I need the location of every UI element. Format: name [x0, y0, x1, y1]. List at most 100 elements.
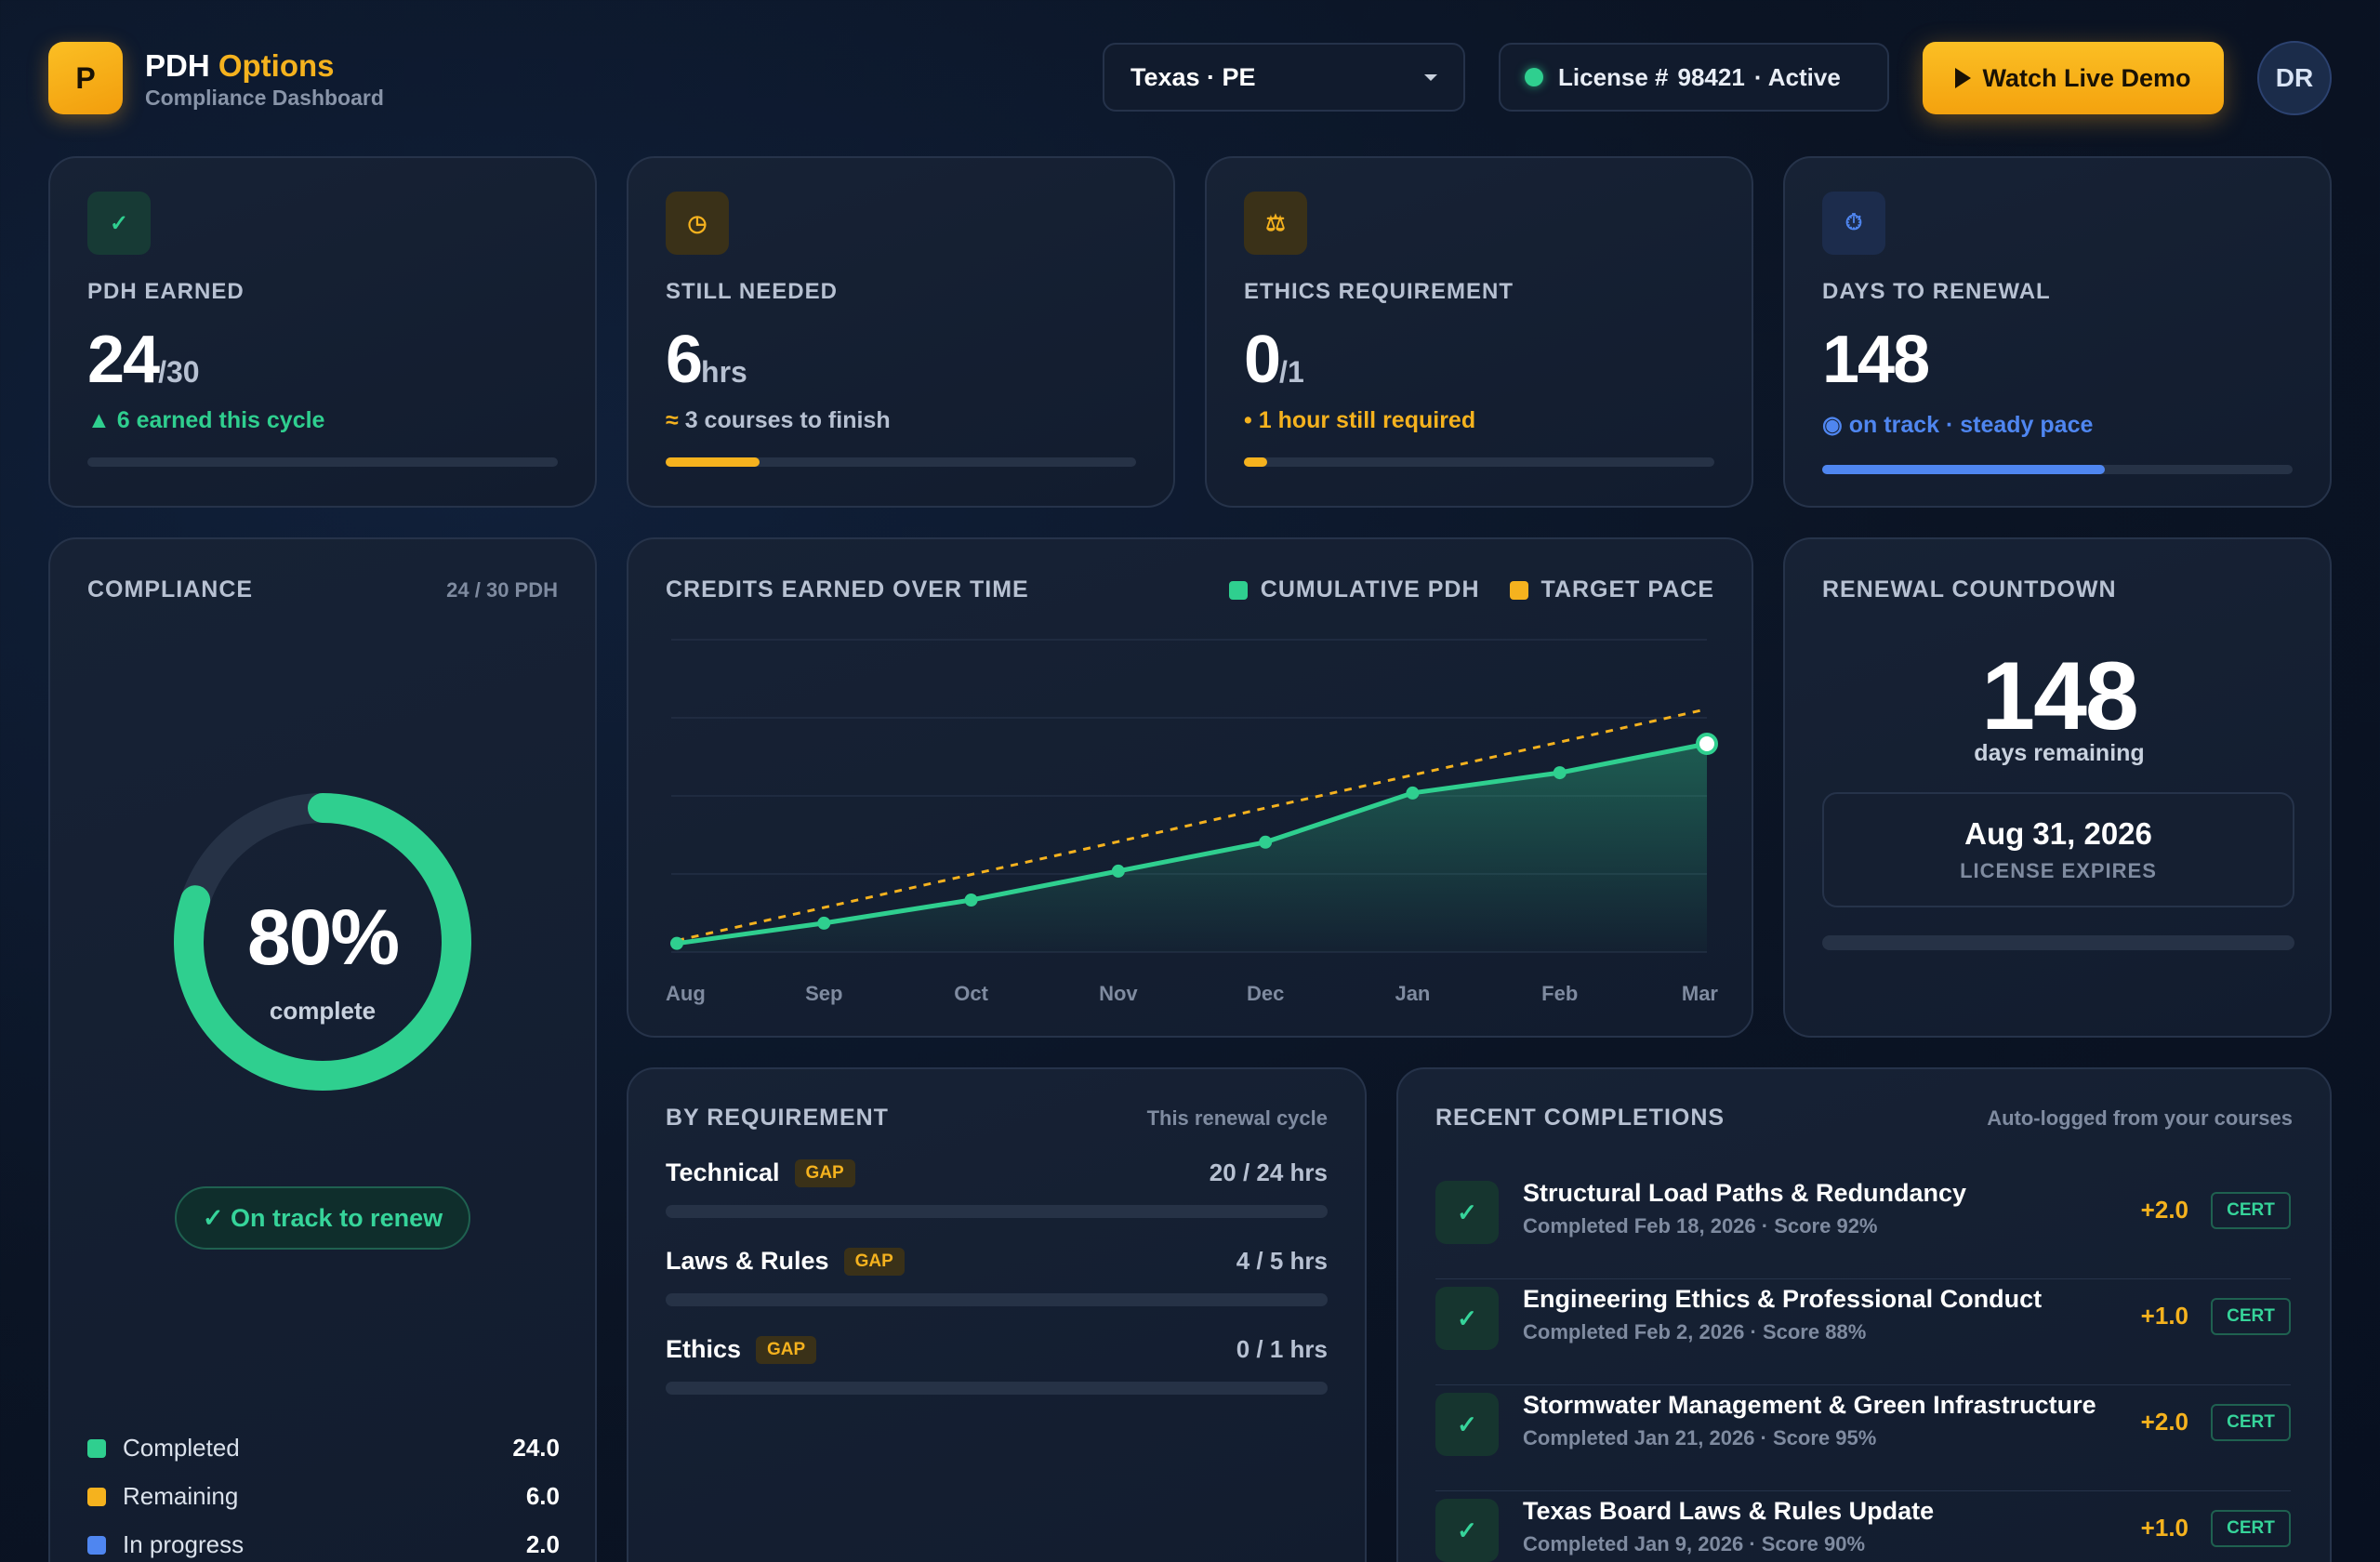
stat-unit: /30 [158, 355, 200, 389]
cumulative-point[interactable] [1553, 766, 1567, 780]
renewal-card: RENEWAL COUNTDOWN 148 days remaining Aug… [1783, 537, 2332, 1038]
stat-note-text: courses to finish [704, 407, 891, 433]
stat-number: 0 [1244, 323, 1281, 397]
renewal-progress-track [1822, 935, 2294, 950]
completions-subtitle: Auto-logged from your courses [1987, 1106, 2293, 1130]
brand-title: PDH Options [145, 48, 335, 84]
cert-button[interactable]: CERT [2211, 1404, 2291, 1441]
completion-title: Texas Board Laws & Rules Update [1523, 1497, 1935, 1525]
legend-label: Completed [123, 1434, 240, 1462]
stat-progress-fill [666, 457, 760, 467]
requirement-row[interactable]: Ethics GAP 0 / 1 hrs [666, 1335, 1328, 1395]
row-divider [1435, 1278, 2291, 1279]
chevron-down-icon [1424, 73, 1437, 81]
on-track-badge: ✓ On track to renew [175, 1186, 470, 1250]
stat-progress-fill [1244, 457, 1268, 467]
cumulative-point[interactable] [1259, 835, 1273, 849]
cert-button[interactable]: CERT [2211, 1510, 2291, 1547]
stat-label: PDH EARNED [87, 279, 245, 304]
stat-card: ⚖ ETHICS REQUIREMENT 0/1 • 1 hour still … [1205, 156, 1753, 508]
watch-demo-button[interactable]: Watch Live Demo [1923, 42, 2224, 114]
completion-meta: Completed Jan 21, 2026 · Score 95% [1523, 1426, 1877, 1449]
renewal-title: RENEWAL COUNTDOWN [1822, 576, 2117, 602]
stat-card: ✓ PDH EARNED 24/30 ▲ 6 earned this cycle [48, 156, 597, 508]
brand-accent: Options [218, 48, 335, 83]
legend-swatch [87, 1535, 106, 1555]
stat-label: STILL NEEDED [666, 279, 838, 304]
stat-label: DAYS TO RENEWAL [1822, 279, 2051, 304]
completion-row[interactable]: ✓ Texas Board Laws & Rules Update Comple… [1435, 1491, 2291, 1562]
completion-points: +2.0 [2140, 1408, 2188, 1436]
completion-meta: Completed Feb 2, 2026 · Score 88% [1523, 1320, 1867, 1344]
avatar[interactable]: DR [2257, 41, 2332, 115]
cert-button[interactable]: CERT [2211, 1192, 2291, 1229]
completion-title: Engineering Ethics & Professional Conduc… [1523, 1285, 2043, 1313]
compliance-summary: 24 / 30 PDH [446, 578, 558, 602]
requirement-label: Laws & Rules [666, 1247, 829, 1275]
stat-progress-track [666, 457, 1136, 467]
legend-swatch-green [1228, 580, 1248, 600]
credits-line-chart: Aug Sep Oct Nov Dec Jan Feb Mar [666, 639, 1718, 1005]
cumulative-point[interactable] [1111, 864, 1125, 878]
requirement-row[interactable]: Laws & Rules GAP 4 / 5 hrs [666, 1247, 1328, 1306]
stat-note: ≈ 3 courses to finish [666, 407, 891, 434]
state-select[interactable]: Texas · PE [1103, 43, 1465, 112]
license-status: License # 98421 · Active [1499, 43, 1889, 112]
requirement-progress-track [666, 1382, 1328, 1395]
completion-row[interactable]: ✓ Engineering Ethics & Professional Cond… [1435, 1279, 2291, 1385]
stat-note-marker: ◉ [1822, 412, 1843, 438]
requirements-title: BY REQUIREMENT [666, 1105, 889, 1131]
legend-swatch-amber [1509, 580, 1528, 600]
stat-progress-track [87, 457, 558, 467]
cumulative-point[interactable] [964, 894, 978, 907]
cumulative-area [677, 744, 1707, 952]
requirement-hours: 20 / 24 hrs [1209, 1158, 1328, 1186]
chart-title: CREDITS EARNED OVER TIME [666, 576, 1029, 602]
stat-note: ◉ on track · steady pace [1822, 411, 2093, 439]
completion-row[interactable]: ✓ Stormwater Management & Green Infrastr… [1435, 1385, 2291, 1491]
check-icon: ✓ [1435, 1181, 1499, 1244]
cert-button[interactable]: CERT [2211, 1298, 2291, 1335]
legend-item-cumulative: CUMULATIVE PDH [1228, 576, 1480, 603]
completion-points: +2.0 [2140, 1196, 2188, 1224]
x-tick-label: Feb [1541, 982, 1578, 1005]
cumulative-point[interactable] [817, 916, 831, 930]
play-icon [1955, 68, 1972, 88]
requirement-progress-track [666, 1293, 1328, 1306]
stat-note-text: 1 hour still required [1258, 407, 1476, 433]
x-tick-label: Sep [805, 982, 842, 1005]
stat-value: 148 [1822, 322, 1930, 398]
expiry-box: Aug 31, 2026 LICENSE EXPIRES [1822, 792, 2294, 907]
license-number: 98421 [1677, 62, 1745, 91]
stat-progress-track [1244, 457, 1714, 467]
legend-swatch [87, 1438, 106, 1458]
legend-label-target: TARGET PACE [1540, 576, 1714, 602]
requirement-hours: 0 / 1 hrs [1236, 1335, 1328, 1363]
cumulative-point[interactable] [1696, 733, 1718, 755]
cumulative-point[interactable] [670, 936, 683, 950]
credits-chart-card: CREDITS EARNED OVER TIME CUMULATIVE PDH … [627, 537, 1753, 1038]
compliance-card: COMPLIANCE 24 / 30 PDH 80% complete ✓ On… [48, 537, 597, 1562]
completion-points: +1.0 [2140, 1514, 2188, 1542]
x-tick-label: Oct [954, 982, 988, 1005]
requirement-name: Technical GAP [666, 1158, 855, 1187]
stat-card: ◷ STILL NEEDED 6hrs ≈ 3 courses to finis… [627, 156, 1175, 508]
completions-title: RECENT COMPLETIONS [1435, 1105, 1726, 1131]
stat-card: ⏱ DAYS TO RENEWAL 148 ◉ on track · stead… [1783, 156, 2332, 508]
stat-note-number: 6 [116, 407, 130, 433]
cumulative-point[interactable] [1406, 786, 1420, 800]
completion-row[interactable]: ✓ Structural Load Paths & Redundancy Com… [1435, 1173, 2291, 1279]
stat-note-text: on track · steady pace [1848, 412, 2094, 438]
app-logo[interactable]: P [48, 42, 123, 114]
stat-note-marker: • [1244, 407, 1252, 433]
stat-number: 6 [666, 323, 703, 397]
requirement-row[interactable]: Technical GAP 20 / 24 hrs [666, 1158, 1328, 1218]
chart-legend: CUMULATIVE PDH TARGET PACE [1228, 576, 1714, 603]
renewal-days-label: days remaining [1974, 740, 2145, 766]
compliance-caption: complete [269, 997, 377, 1025]
row-divider [1435, 1490, 2291, 1491]
clock-icon: ◷ [666, 192, 729, 255]
gap-badge: GAP [794, 1158, 855, 1187]
stat-note-marker: ▲ [87, 407, 111, 433]
requirement-progress-track [666, 1205, 1328, 1218]
